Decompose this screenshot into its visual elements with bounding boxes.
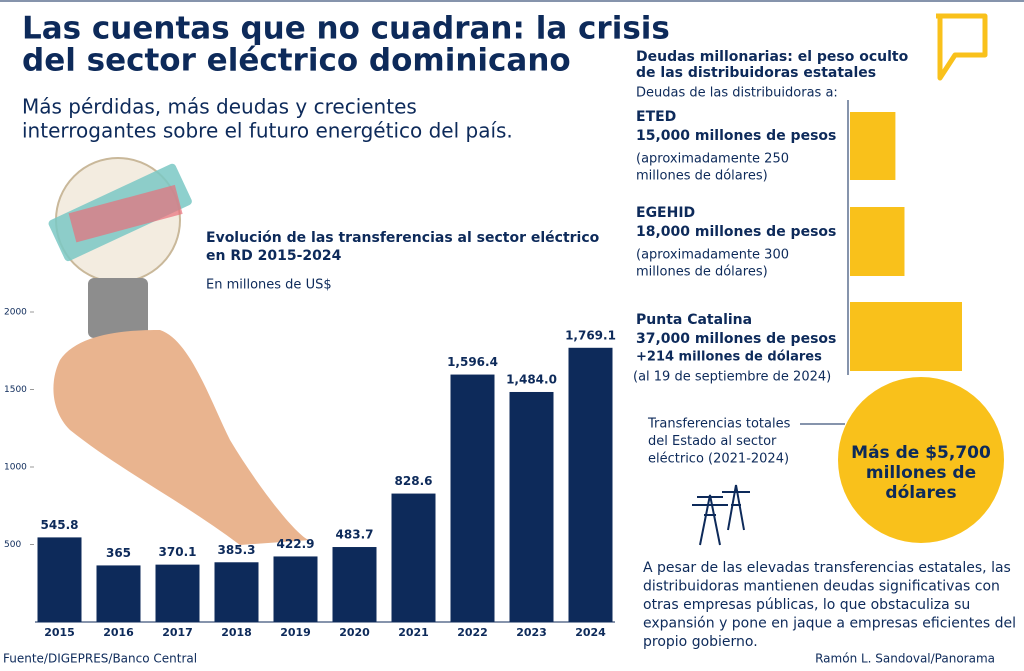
bar: [155, 564, 200, 622]
paragraph: propio gobierno.: [643, 634, 758, 650]
paragraph: expansión y pone en jaque a empresas efi…: [643, 616, 1016, 632]
chart-subtitle: En millones de US$: [206, 278, 332, 293]
category-label: EGEHID: [636, 205, 695, 221]
debt-bar: [850, 112, 896, 180]
x-tick-label: 2016: [103, 626, 134, 639]
chart-title: de las distribuidoras estatales: [636, 65, 876, 81]
chart-title: en RD 2015-2024: [206, 248, 342, 264]
bar: [450, 374, 495, 622]
subtitle: Más pérdidas, más deudas y crecientes: [22, 95, 417, 119]
title: Las cuentas que no cuadran: la crisis: [22, 11, 670, 47]
value-label: 37,000 millones de pesos: [636, 331, 836, 347]
value-label: 18,000 millones de pesos: [636, 224, 836, 240]
x-tick-label: 2024: [575, 626, 606, 639]
value-label: 385.3: [218, 543, 256, 557]
chart-title: Evolución de las transferencias al secto…: [206, 230, 600, 246]
value-label: 365: [106, 546, 131, 560]
paragraph: otras empresas públicas, lo que obstacul…: [643, 597, 970, 613]
x-tick-label: 2021: [398, 626, 429, 639]
title: del sector eléctrico dominicano: [22, 43, 571, 79]
bar: [273, 556, 318, 622]
note: millones de dólares): [636, 265, 768, 280]
note: (aproximadamente 250: [636, 152, 789, 167]
value-label: 1,769.1: [565, 328, 616, 342]
paragraph: distribuidoras mantienen deudas signific…: [643, 579, 1000, 595]
x-tick-label: 2020: [339, 626, 370, 639]
y-tick-label: 1000: [4, 463, 27, 473]
bar: [96, 565, 141, 622]
note: millones de dólares): [636, 169, 768, 184]
bar: [509, 391, 554, 622]
bar: [391, 493, 436, 622]
x-tick-label: 2019: [280, 626, 311, 639]
total-circle: [838, 377, 1004, 543]
total-value: Más de $5,700: [851, 443, 991, 463]
x-tick-label: 2022: [457, 626, 488, 639]
total-label: del Estado al sector: [648, 434, 777, 449]
bar: [332, 547, 377, 622]
bulb-illustration: [48, 157, 310, 545]
value-label: 1,484.0: [506, 372, 557, 386]
total-value: dólares: [885, 483, 956, 503]
value-label: 483.7: [336, 528, 374, 542]
chart-subtitle: Deudas de las distribuidoras a:: [636, 86, 838, 101]
x-tick-label: 2023: [516, 626, 547, 639]
x-tick-label: 2015: [44, 626, 75, 639]
total-label: Transferencias totales: [647, 417, 791, 432]
subtitle: interrogantes sobre el futuro energético…: [22, 119, 513, 143]
value-label: 545.8: [41, 518, 79, 532]
category-label: Punta Catalina: [636, 312, 752, 328]
note: (al 19 de septiembre de 2024): [633, 370, 831, 385]
bar: [37, 537, 82, 622]
logo: [936, 13, 988, 81]
debt-bar: [850, 302, 962, 371]
value-label: 1,596.4: [447, 355, 498, 369]
source: Fuente/DIGEPRES/Banco Central: [3, 652, 197, 666]
tower-icon: [692, 484, 750, 546]
x-tick-label: 2018: [221, 626, 252, 639]
credit: Ramón L. Sandoval/Panorama: [815, 652, 995, 666]
total-value: millones de: [866, 463, 976, 483]
value-label: 370.1: [159, 545, 197, 559]
chart-title: Deudas millonarias: el peso oculto: [636, 49, 909, 65]
y-tick-label: 1500: [4, 385, 27, 395]
bar: [214, 562, 259, 622]
value-label: 422.9: [277, 537, 315, 551]
x-tick-label: 2017: [162, 626, 193, 639]
note: (aproximadamente 300: [636, 248, 789, 263]
y-tick-label: 2000: [4, 308, 27, 318]
category-label: ETED: [636, 109, 676, 125]
paragraph: A pesar de las elevadas transferencias e…: [643, 560, 1011, 576]
value-label: 828.6: [395, 474, 433, 488]
total-label: eléctrico (2021-2024): [648, 452, 789, 467]
y-tick-label: 500: [4, 540, 21, 550]
debt-bar: [850, 207, 905, 276]
note: +214 millones de dólares: [636, 350, 822, 365]
value-label: 15,000 millones de pesos: [636, 128, 836, 144]
bar: [568, 347, 613, 622]
